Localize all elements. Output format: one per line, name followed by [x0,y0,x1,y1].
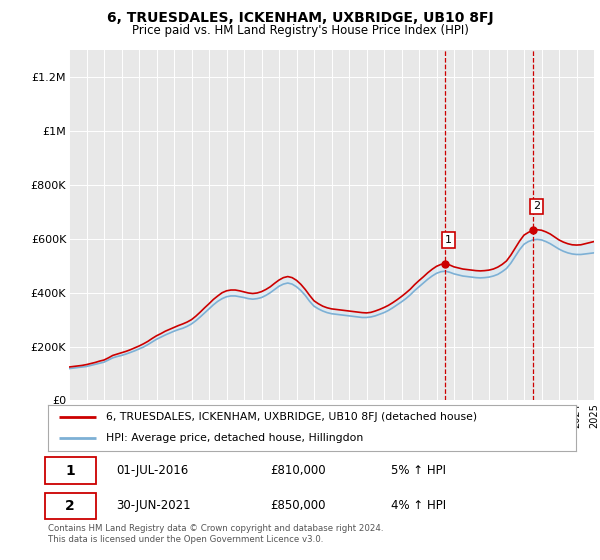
Text: 1: 1 [65,464,75,478]
Text: 2: 2 [65,499,75,513]
Text: 6, TRUESDALES, ICKENHAM, UXBRIDGE, UB10 8FJ: 6, TRUESDALES, ICKENHAM, UXBRIDGE, UB10 … [107,11,493,25]
Text: 4% ↑ HPI: 4% ↑ HPI [391,500,446,512]
Text: 5% ↑ HPI: 5% ↑ HPI [391,464,446,477]
Text: 6, TRUESDALES, ICKENHAM, UXBRIDGE, UB10 8FJ (detached house): 6, TRUESDALES, ICKENHAM, UXBRIDGE, UB10 … [106,412,477,422]
Text: 01-JUL-2016: 01-JUL-2016 [116,464,189,477]
Text: HPI: Average price, detached house, Hillingdon: HPI: Average price, detached house, Hill… [106,433,364,444]
Text: This data is licensed under the Open Government Licence v3.0.: This data is licensed under the Open Gov… [48,535,323,544]
FancyBboxPatch shape [46,458,95,484]
Text: 30-JUN-2021: 30-JUN-2021 [116,500,191,512]
Text: £850,000: £850,000 [270,500,325,512]
Text: Contains HM Land Registry data © Crown copyright and database right 2024.: Contains HM Land Registry data © Crown c… [48,524,383,533]
FancyBboxPatch shape [46,493,95,519]
Text: 1: 1 [445,235,452,245]
Text: £810,000: £810,000 [270,464,325,477]
Text: Price paid vs. HM Land Registry's House Price Index (HPI): Price paid vs. HM Land Registry's House … [131,24,469,36]
Text: 2: 2 [533,202,540,211]
